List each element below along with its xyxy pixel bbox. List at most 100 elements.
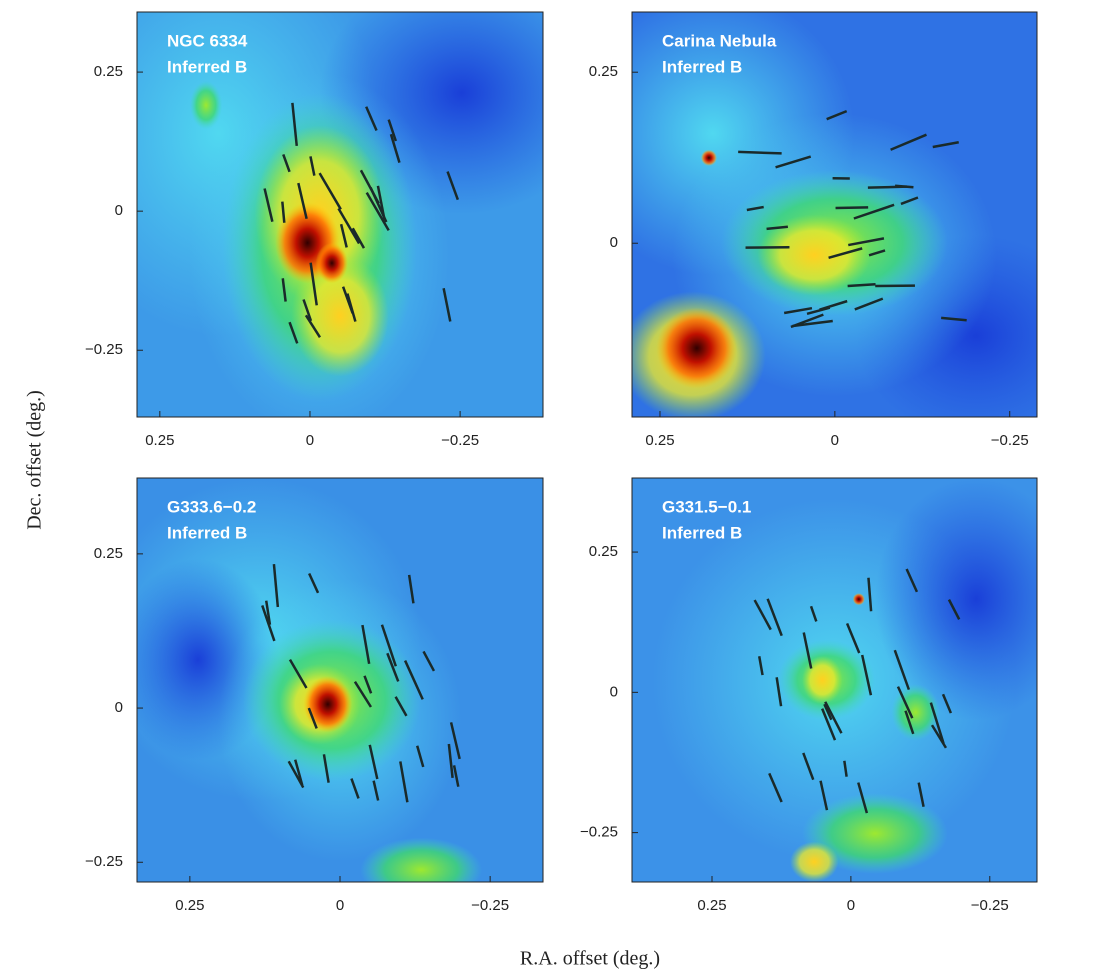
field-vector [309, 156, 316, 176]
panel-title: G331.5−0.1 [662, 497, 751, 516]
field-vector [337, 207, 361, 245]
x-tick-label: 0.25 [645, 432, 674, 449]
y-tick-label: −0.25 [580, 824, 618, 841]
field-vector [768, 772, 783, 803]
field-vector [363, 675, 373, 694]
x-axis-label: R.A. offset (deg.) [520, 948, 660, 970]
emission [315, 242, 349, 284]
x-tick-label: −0.25 [971, 897, 1009, 914]
field-vector [350, 778, 360, 799]
field-vector [802, 632, 813, 669]
field-vector [272, 564, 280, 608]
field-vector [376, 185, 386, 220]
x-tick-label: 0 [336, 897, 344, 914]
image [632, 12, 1037, 417]
emission [189, 80, 223, 130]
field-vector [757, 656, 764, 676]
field-vector [775, 155, 812, 169]
field-vector [422, 650, 436, 672]
field-vector [823, 703, 833, 721]
field-vector [809, 605, 818, 622]
field-vector [904, 710, 915, 735]
field-vector [281, 201, 286, 223]
y-tick-label: −0.25 [85, 341, 123, 358]
image [137, 12, 543, 417]
field-vector [867, 577, 873, 612]
field-vector [753, 599, 772, 631]
y-tick-label: 0 [610, 683, 618, 700]
field-vector [304, 314, 322, 338]
field-vector [380, 624, 397, 667]
field-vector [826, 109, 848, 121]
y-tick-label: 0 [115, 202, 123, 219]
field-vector [403, 660, 424, 700]
field-vector [900, 196, 919, 206]
emission [360, 837, 483, 882]
emission [789, 841, 839, 882]
field-vector [766, 225, 789, 231]
y-tick-label: 0 [610, 234, 618, 251]
field-vector [821, 708, 837, 741]
y-tick-label: 0.25 [94, 545, 123, 562]
field-vector [291, 102, 298, 146]
y-tick-label: 0 [115, 699, 123, 716]
field-vector [288, 658, 308, 689]
x-tick-label: 0.25 [145, 432, 174, 449]
emission [757, 214, 871, 296]
field-vector [867, 185, 907, 189]
field-vector [783, 306, 813, 315]
panel-subtitle: Inferred B [662, 57, 742, 76]
field-vector [399, 761, 409, 803]
frame [136, 11, 544, 418]
y-tick-label: −0.25 [85, 853, 123, 870]
panel: 0.25 0 −0.25 0.25 0 −0.25 G331.5−0.1 Inferred B [580, 477, 1038, 914]
field-vector [857, 782, 869, 814]
field-vector [302, 299, 313, 322]
field-vector [941, 316, 967, 322]
field-vector [929, 702, 945, 745]
field-vector [845, 622, 861, 654]
field-vector [824, 701, 843, 734]
y-axis-label: Dec. offset (deg.) [24, 390, 46, 530]
field-vector [896, 686, 914, 719]
field-vector [407, 574, 415, 604]
field-vector [792, 319, 833, 328]
x-tick-label: 0.25 [175, 897, 204, 914]
field-vector [288, 321, 299, 344]
field-vector [386, 652, 400, 682]
field-vector [368, 744, 379, 780]
field-vector [790, 313, 824, 329]
field-vector [365, 106, 378, 132]
field-vector [282, 153, 291, 173]
field-vector [446, 171, 460, 201]
field-vector [905, 568, 919, 593]
field-vector [263, 188, 274, 222]
field-vector [848, 237, 885, 247]
panel-subtitle: Inferred B [662, 523, 742, 542]
field-vector [941, 693, 953, 714]
y-tick-label: 0.25 [589, 543, 618, 560]
image [137, 478, 543, 882]
field-vector [447, 743, 454, 779]
x-tick-label: 0 [831, 432, 839, 449]
field-vector [738, 150, 782, 155]
field-vector [868, 249, 886, 257]
field-vector [917, 782, 925, 807]
field-vector [746, 205, 764, 212]
emission [291, 255, 389, 377]
field-vector [394, 696, 408, 717]
image [632, 478, 1037, 882]
field-vector [930, 724, 948, 749]
field-vector [890, 133, 927, 151]
field-vector [372, 780, 380, 801]
field-vector [361, 624, 371, 665]
field-vector [442, 288, 452, 322]
emission [656, 307, 738, 389]
field-vector [294, 759, 304, 786]
field-vector [346, 293, 357, 322]
field-vector [452, 765, 460, 787]
field-vector [847, 282, 876, 288]
field-vector [853, 203, 895, 220]
emission [802, 793, 948, 874]
